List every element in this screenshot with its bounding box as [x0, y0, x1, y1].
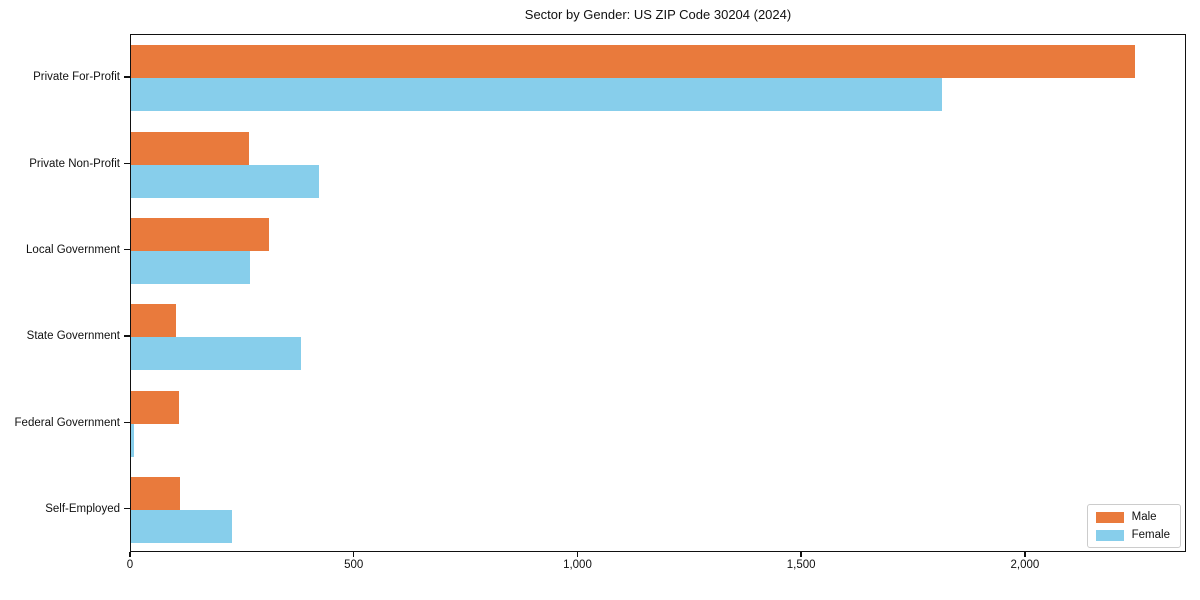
x-axis-tick [576, 552, 579, 557]
x-axis-label-0: 0 [126, 559, 134, 571]
legend-label-male: Male [1131, 511, 1157, 523]
legend-swatch-male [1095, 511, 1124, 523]
bar-male-private-for-profit [131, 45, 1135, 79]
legend-swatch-female [1095, 529, 1124, 541]
legend: Male Female [1086, 504, 1181, 548]
x-axis-label-2000: 2,000 [1010, 559, 1040, 571]
plot-area [130, 34, 1186, 552]
bar-male-local-government [131, 217, 269, 251]
x-axis-tick [1024, 552, 1026, 557]
x-axis-label-1000: 1,000 [563, 559, 592, 571]
bar-male-federal-government [131, 390, 179, 424]
y-axis-tick [124, 76, 130, 78]
bar-female-federal-government [131, 423, 135, 457]
y-axis-label-federal-government: Federal Government [14, 416, 120, 429]
x-axis-label-1500: 1,500 [786, 559, 816, 571]
y-axis-tick [124, 335, 130, 337]
bar-male-private-non-profit [131, 131, 249, 165]
bar-male-self-employed [131, 476, 181, 510]
x-axis-tick [352, 552, 355, 557]
bar-male-state-government [131, 304, 177, 338]
y-axis-label-local-government: Local Government [26, 243, 120, 256]
x-axis-label-500: 500 [344, 559, 364, 571]
y-axis-label-state-government: State Government [26, 330, 120, 343]
legend-item-male: Male [1095, 511, 1170, 523]
chart-title: Sector by Gender: US ZIP Code 30204 (202… [524, 7, 792, 22]
y-axis-label-self-employed: Self-Employed [45, 502, 120, 515]
x-axis-tick [800, 552, 802, 557]
y-axis-tick [124, 507, 130, 510]
y-axis-label-private-for-profit: Private For-Profit [33, 71, 120, 84]
bar-female-local-government [131, 250, 250, 284]
y-axis-tick [124, 162, 130, 164]
y-axis-label-private-non-profit: Private Non-Profit [29, 157, 120, 170]
y-axis-tick [124, 248, 130, 251]
bar-female-state-government [131, 337, 301, 371]
y-axis-tick [124, 421, 130, 423]
legend-label-female: Female [1131, 529, 1170, 541]
bar-female-private-non-profit [131, 164, 320, 198]
legend-item-female: Female [1095, 529, 1170, 541]
bar-female-self-employed [131, 509, 232, 543]
bar-female-private-for-profit [131, 78, 943, 112]
x-axis-tick [129, 552, 131, 557]
